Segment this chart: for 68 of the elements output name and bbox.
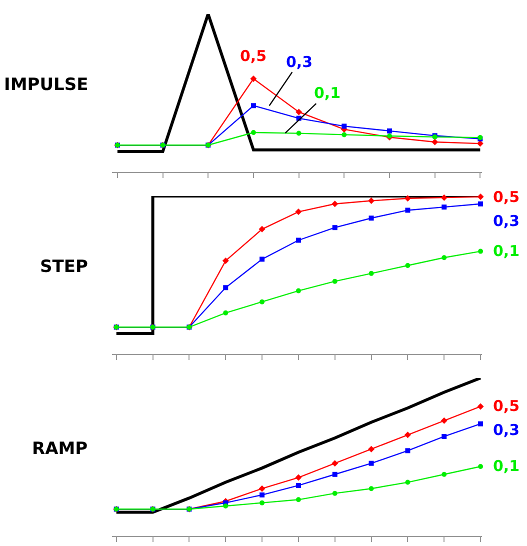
- point: [223, 310, 228, 316]
- point: [296, 108, 302, 116]
- point: [442, 434, 447, 439]
- point: [478, 421, 484, 426]
- point: [260, 500, 265, 506]
- point: [442, 255, 447, 260]
- point: [332, 460, 338, 467]
- series-label: 0,1: [493, 457, 520, 475]
- point: [478, 201, 484, 206]
- point: [368, 270, 374, 276]
- text: IMPULSE: [4, 75, 88, 95]
- point: [260, 492, 265, 498]
- point: [296, 288, 301, 294]
- point: [258, 485, 266, 492]
- point: [440, 194, 448, 201]
- point: [404, 195, 411, 202]
- point: [222, 258, 229, 264]
- point: [440, 417, 448, 424]
- point: [432, 138, 438, 146]
- point: [368, 197, 375, 204]
- point: [405, 208, 410, 213]
- point: [332, 200, 338, 208]
- point: [404, 432, 411, 438]
- point: [478, 248, 484, 254]
- point: [342, 132, 347, 138]
- point: [296, 130, 302, 136]
- point: [250, 130, 256, 135]
- point: [405, 263, 410, 268]
- point: [332, 490, 338, 496]
- point: [258, 226, 266, 232]
- point: [260, 299, 265, 304]
- point: [223, 503, 228, 508]
- point: [387, 128, 392, 134]
- point: [478, 464, 484, 469]
- point: [295, 474, 302, 481]
- point: [368, 460, 374, 466]
- point: [442, 204, 447, 210]
- point: [332, 278, 338, 284]
- point: [332, 225, 338, 230]
- text: 0,3: [286, 53, 313, 71]
- point: [296, 497, 301, 502]
- point: [477, 194, 484, 200]
- point: [342, 124, 347, 129]
- point: [405, 480, 410, 485]
- point: [368, 446, 375, 452]
- point: [250, 76, 257, 82]
- point: [296, 482, 301, 488]
- point: [296, 238, 301, 243]
- point: [295, 208, 302, 216]
- point: [405, 448, 410, 454]
- text: STEP: [40, 257, 88, 277]
- point: [442, 472, 447, 477]
- point: [223, 285, 228, 290]
- point: [477, 403, 484, 410]
- point: [368, 216, 374, 221]
- series-label: 0,3: [493, 212, 520, 230]
- point: [368, 486, 374, 492]
- text: RAMP: [32, 439, 88, 459]
- series-label: 0,3: [493, 421, 520, 439]
- series-label: 0,1: [493, 242, 520, 260]
- point: [332, 472, 338, 477]
- text: 0,1: [314, 84, 341, 102]
- series-label: 0,5: [493, 397, 520, 415]
- point: [476, 140, 484, 147]
- point: [260, 256, 265, 262]
- series-label: 0,5: [493, 188, 520, 206]
- point: [250, 103, 256, 108]
- series-label: 0,5: [240, 47, 267, 65]
